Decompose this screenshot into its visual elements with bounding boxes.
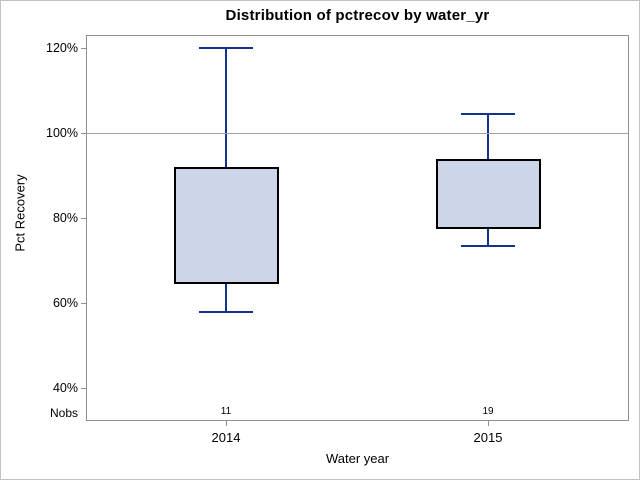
whisker-lower-cap <box>461 244 515 247</box>
whisker-lower-stem <box>225 283 227 312</box>
iqr-box <box>435 158 541 229</box>
y-tick-mark <box>81 132 86 134</box>
x-tick-mark <box>487 421 489 426</box>
x-category-label: 2015 <box>473 430 503 445</box>
y-tick-mark <box>81 47 86 49</box>
y-tick-mark <box>81 302 86 304</box>
nobs-value: 11 <box>220 406 232 417</box>
nobs-row-label: Nobs <box>49 406 78 420</box>
whisker-upper-stem <box>487 113 489 159</box>
y-tick-label: 120% <box>46 40 78 55</box>
iqr-box <box>173 167 279 284</box>
y-tick-label: 100% <box>46 125 78 140</box>
x-tick-mark <box>225 421 227 426</box>
nobs-value: 19 <box>482 406 494 417</box>
chart-title: Distribution of pctrecov by water_yr <box>225 7 490 24</box>
y-tick-label: 80% <box>52 210 78 225</box>
whisker-lower-stem <box>487 228 489 246</box>
plot-area <box>86 35 629 421</box>
y-tick-label: 60% <box>52 295 78 310</box>
y-tick-mark <box>81 387 86 389</box>
x-category-label: 2014 <box>211 430 241 445</box>
whisker-upper-stem <box>225 48 227 167</box>
reference-line-100pct <box>87 132 628 134</box>
x-axis-title: Water year <box>325 451 390 466</box>
whisker-lower-cap <box>199 310 253 313</box>
y-tick-mark <box>81 217 86 219</box>
y-tick-label: 40% <box>52 380 78 395</box>
